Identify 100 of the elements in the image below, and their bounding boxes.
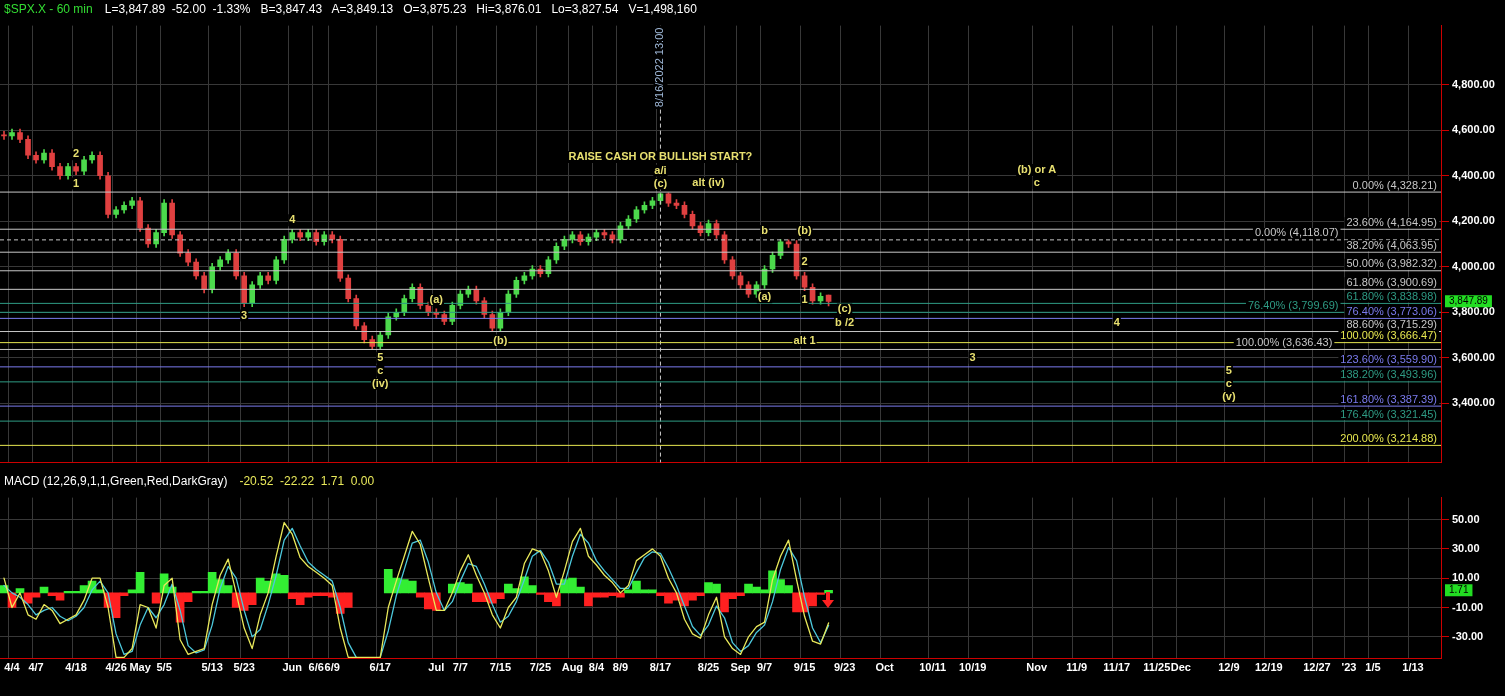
- ref-line-label: 0.00% (4,118.07): [1254, 226, 1339, 239]
- x-tick-label: 10/19: [958, 661, 987, 674]
- annotation: (b): [797, 223, 812, 236]
- candlestick: [1, 131, 7, 140]
- y-tick-label: 3,800.00: [1452, 305, 1495, 318]
- annotation: 2: [801, 254, 808, 267]
- x-tick-label: 1/5: [1365, 661, 1381, 674]
- y-tick-label: 30.00: [1452, 541, 1480, 554]
- ref-line-label: 100.00% (3,636.43): [1235, 335, 1333, 348]
- annotation: 4: [289, 213, 297, 226]
- x-tick-label: 4/7: [28, 661, 44, 674]
- x-tick-label: 7/7: [452, 661, 468, 674]
- chart-title: MACD (12,26,9,1,1,Green,Red,DarkGray): [4, 474, 228, 488]
- y-tick-label: 10.00: [1452, 571, 1480, 584]
- annotation: c: [1033, 176, 1040, 189]
- annotation: (c): [837, 302, 852, 315]
- annotation: (a): [757, 290, 772, 303]
- annotation: 5: [377, 350, 384, 363]
- chart-subtitle: -20.52 -22.22 1.71 0.00: [239, 474, 375, 488]
- x-tick-label: '23: [1341, 661, 1357, 674]
- x-tick-label: 11/17: [1103, 661, 1131, 674]
- annotation: alt (iv): [692, 176, 726, 189]
- x-tick-label: 5/23: [233, 661, 255, 674]
- ref-line-label: 23.60% (4,164.95): [1346, 215, 1437, 228]
- annotation: b: [761, 223, 769, 236]
- ref-line-label: 176.40% (3,321.45): [1340, 407, 1437, 420]
- x-tick-label: Dec: [1170, 661, 1191, 674]
- ref-line-label: 88.60% (3,715.29): [1346, 318, 1437, 331]
- x-tick-label: 4/26: [105, 661, 127, 674]
- x-tick-label: 7/15: [489, 661, 512, 674]
- text: 1.71: [1449, 584, 1469, 596]
- ref-line-label: 38.20% (4,063.95): [1346, 238, 1437, 251]
- ref-line-label: 76.40% (3,799.69): [1247, 298, 1339, 311]
- y-tick-label: -10.00: [1452, 600, 1484, 613]
- x-tick-label: 5/5: [156, 661, 172, 674]
- annotation: (c): [653, 176, 668, 189]
- x-tick-label: 9/15: [793, 661, 816, 674]
- ref-line-label: 161.80% (3,387.39): [1340, 392, 1437, 405]
- annotation: (a): [429, 292, 444, 305]
- ref-line-label: 76.40% (3,773.06): [1346, 304, 1437, 317]
- y-tick-label: 4,000.00: [1452, 259, 1495, 272]
- ref-line-label: 200.00% (3,214.88): [1340, 431, 1437, 444]
- y-tick-label: 4,400.00: [1452, 168, 1495, 181]
- x-tick-label: Nov: [1026, 661, 1048, 674]
- x-tick-label: 9/23: [833, 661, 856, 674]
- y-tick-label: 3,400.00: [1452, 396, 1495, 409]
- y-tick-label: 3,600.00: [1452, 350, 1495, 363]
- y-tick-label: 50.00: [1452, 512, 1480, 525]
- ref-line-label: 8/16/2022 13:00: [653, 27, 666, 108]
- x-tick-label: 8/4: [588, 661, 605, 674]
- annotation: 1: [72, 176, 80, 189]
- x-tick-label: 4/18: [65, 661, 87, 674]
- x-tick-label: Aug: [561, 661, 584, 674]
- annotation: c: [1225, 377, 1232, 390]
- x-tick-label: 7/25: [529, 661, 552, 674]
- ref-line-label: 0.00% (4,328.21): [1352, 178, 1437, 191]
- x-tick-label: Jun: [282, 661, 303, 674]
- ref-line-label: 100.00% (3,666.47): [1340, 329, 1437, 342]
- annotation: alt 1: [793, 333, 816, 346]
- text: 3,847.89: [1449, 295, 1489, 307]
- annotation: (b): [493, 333, 508, 346]
- x-tick-label: 6/9: [324, 661, 340, 674]
- annotation: 1: [801, 292, 808, 305]
- chart-title: $SPX.X - 60 min: [4, 2, 93, 16]
- ref-line-label: 50.00% (3,982.32): [1346, 257, 1437, 270]
- ref-line-label: 123.60% (3,559.90): [1340, 353, 1437, 366]
- y-tick-label: -30.00: [1452, 629, 1484, 642]
- y-tick-label: 4,800.00: [1452, 77, 1495, 90]
- annotation: 4: [1113, 315, 1121, 328]
- annotation: (b) or A: [1017, 163, 1057, 176]
- annotation: 3: [969, 350, 976, 363]
- annotation: (v): [1222, 390, 1236, 403]
- x-tick-label: 9/7: [756, 661, 773, 674]
- y-tick-label: 4,200.00: [1452, 214, 1495, 227]
- annotation: 2: [72, 147, 80, 160]
- x-tick-label: 11/9: [1066, 661, 1088, 674]
- ref-line-label: 61.80% (3,900.69): [1346, 275, 1437, 288]
- ref-line-label: 61.80% (3,838.98): [1346, 289, 1437, 302]
- annotation: 5: [1225, 364, 1232, 377]
- x-tick-label: Jul: [428, 661, 445, 674]
- x-tick-label: 12/9: [1218, 661, 1240, 674]
- ref-line-label: 138.20% (3,493.96): [1340, 368, 1437, 381]
- x-tick-label: Sep: [730, 661, 751, 674]
- x-tick-label: 6/17: [369, 661, 391, 674]
- x-tick-label: 8/17: [649, 661, 672, 674]
- x-tick-label: 5/13: [201, 661, 223, 674]
- x-tick-label: May: [129, 661, 152, 674]
- x-tick-label: 12/19: [1255, 661, 1283, 674]
- x-tick-label: 8/9: [612, 661, 629, 674]
- x-tick-label: 4/4: [4, 661, 21, 674]
- x-tick-label: 12/27: [1303, 661, 1331, 674]
- annotation: a/i: [654, 163, 667, 176]
- x-tick-label: 8/25: [697, 661, 720, 674]
- annotation: 3: [241, 308, 248, 321]
- x-tick-label: Oct: [875, 661, 895, 674]
- annotation: (iv): [372, 376, 389, 389]
- x-tick-label: 6/6: [308, 661, 324, 674]
- annotation: RAISE CASH OR BULLISH START?: [568, 150, 753, 163]
- annotation: b /2: [835, 315, 855, 328]
- chart-subtitle: L=3,847.89 -52.00 -1.33% B=3,847.43 A=3,849.13 O=3,875.23 Hi=3,876.01 Lo=3,827.54 V=1,498,160: [104, 2, 697, 16]
